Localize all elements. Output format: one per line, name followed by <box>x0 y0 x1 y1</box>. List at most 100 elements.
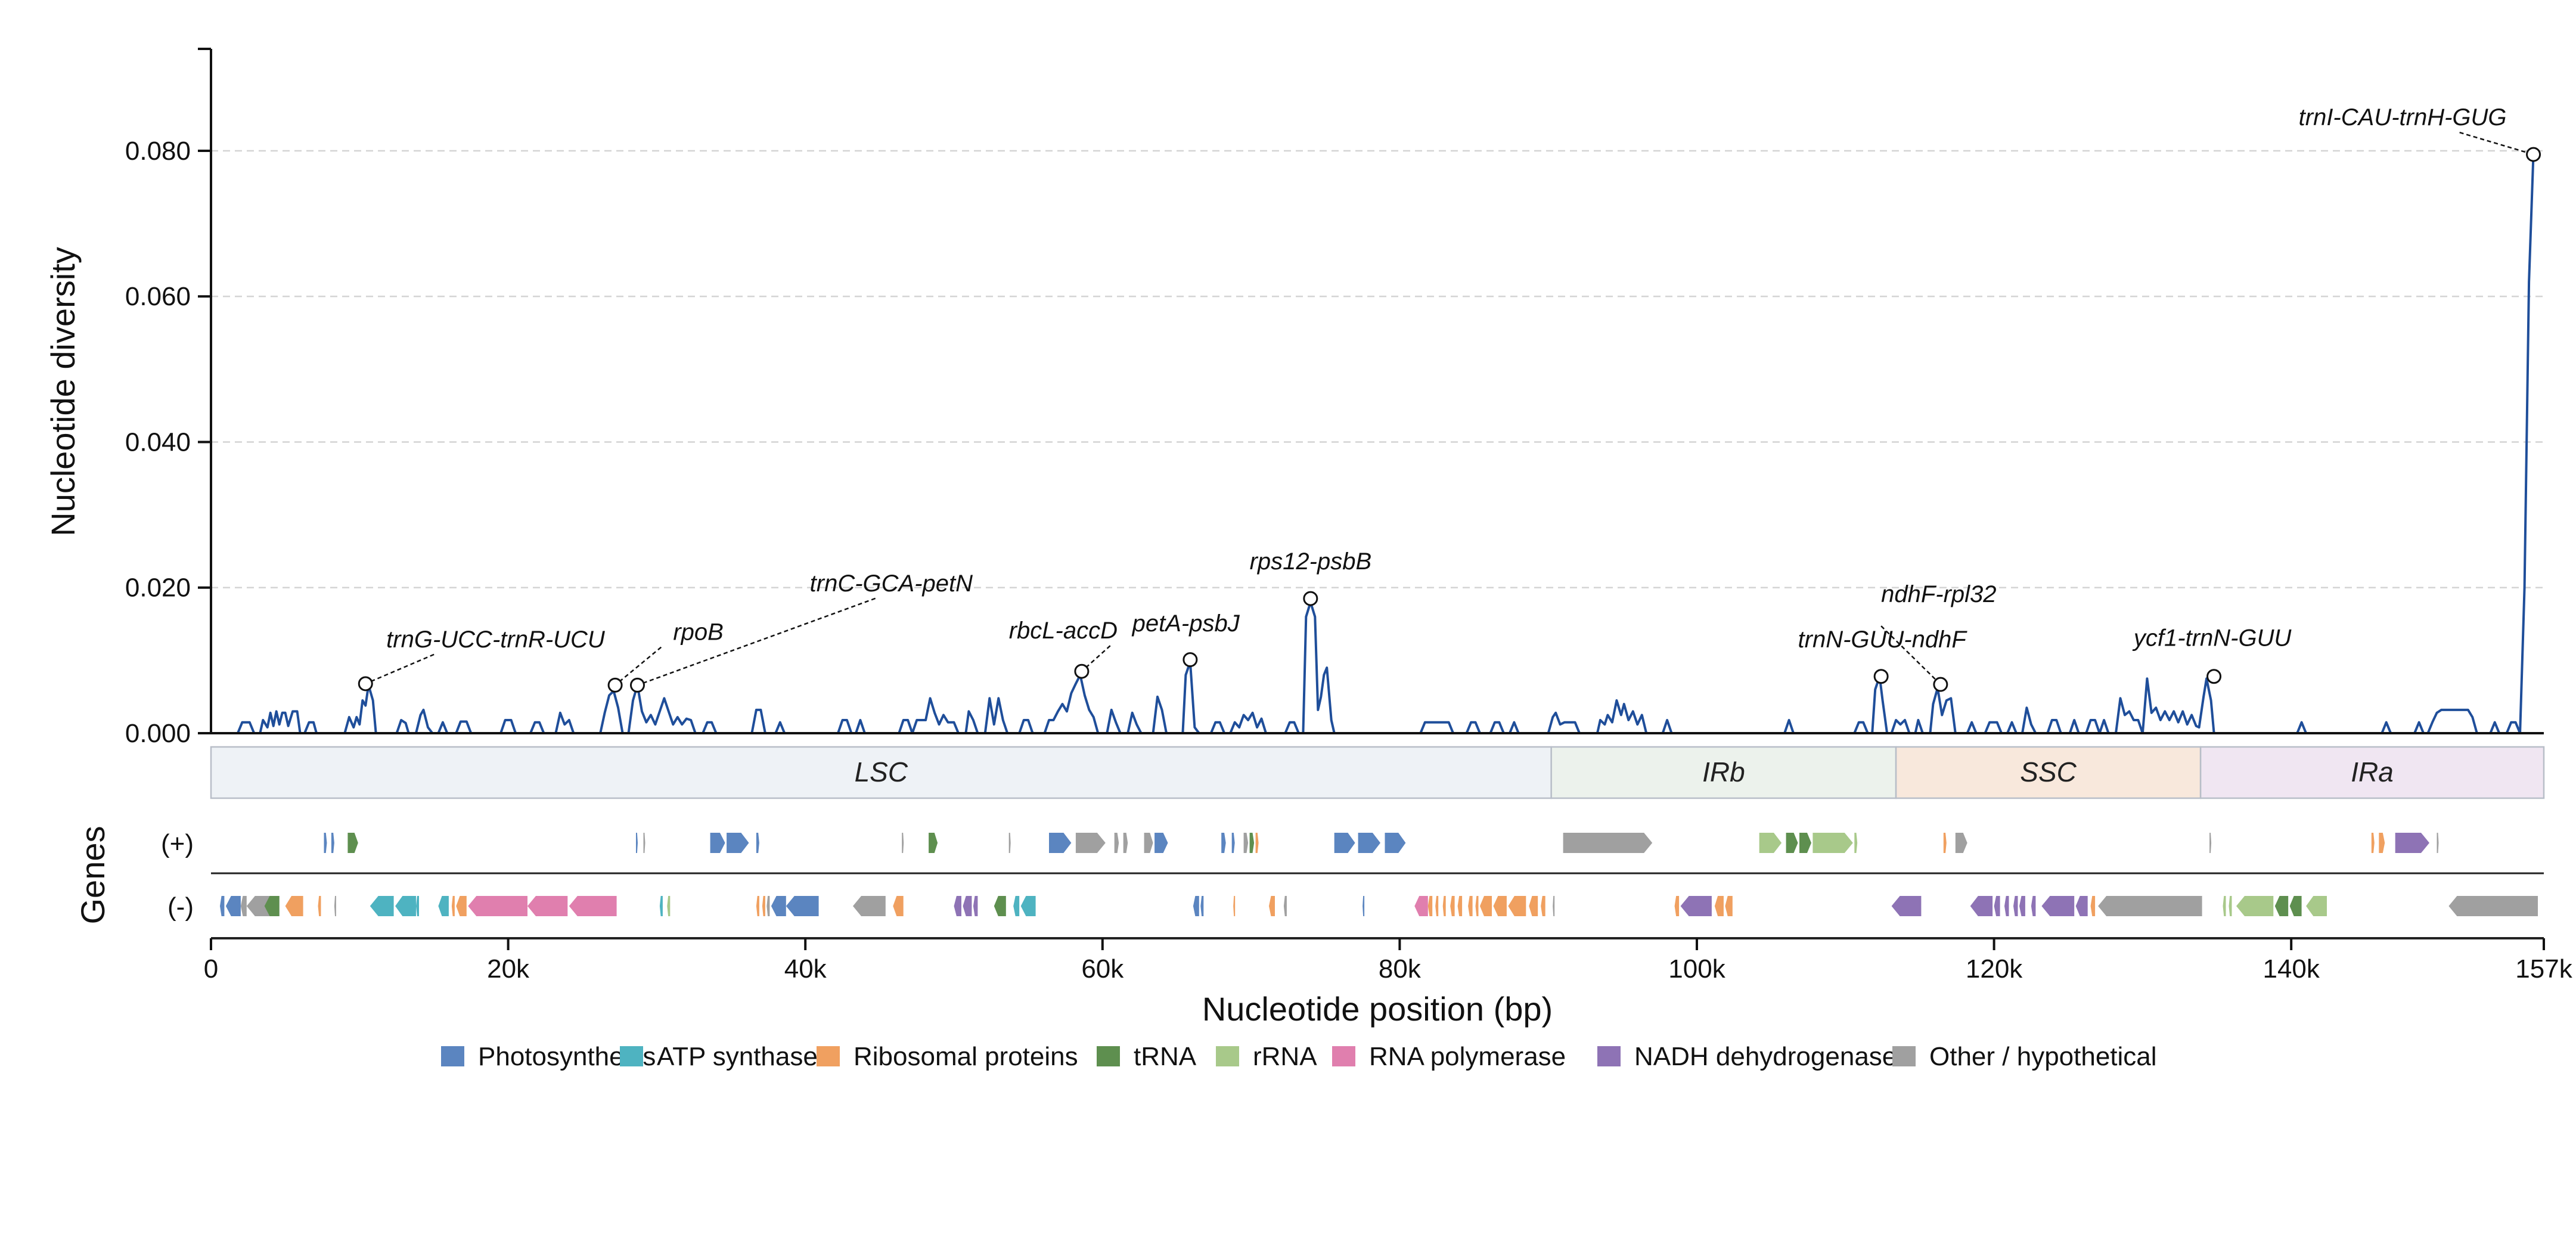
region-label: IRa <box>2351 756 2394 787</box>
gene-arrow <box>2031 896 2036 916</box>
gene-arrow <box>1233 896 1236 916</box>
legend-swatch <box>1597 1046 1621 1066</box>
gene-arrow <box>2090 896 2096 916</box>
gene-arrow <box>1020 896 1036 916</box>
annotation-leader <box>365 653 434 685</box>
gene-arrow <box>667 896 671 916</box>
x-tick-label: 40k <box>784 954 827 984</box>
gene-arrow <box>1475 896 1479 916</box>
gridlines <box>211 150 2544 588</box>
gene-arrow <box>2274 896 2289 916</box>
legend-label: Ribosomal proteins <box>854 1042 1078 1071</box>
gene-arrow <box>2041 896 2075 916</box>
gene-arrow <box>1854 833 1858 853</box>
gene-arrow <box>954 896 961 916</box>
y-axis-title: Nucleotide diversity <box>44 247 82 536</box>
gene-arrow <box>1231 833 1235 853</box>
gene-category-legend: Photosynthesis ATP synthase Ribosomal prot… <box>441 1042 2157 1071</box>
gene-arrow <box>1680 896 1712 916</box>
gene-arrow <box>1714 896 1724 916</box>
gene-arrow <box>1114 833 1119 853</box>
peak-label: rpoB <box>673 619 724 646</box>
legend-swatch <box>1892 1046 1916 1066</box>
gene-arrow <box>1786 833 1798 853</box>
gene-arrow <box>2306 896 2327 916</box>
legend-label: ATP synthase <box>657 1042 818 1071</box>
legend-swatch <box>817 1046 840 1066</box>
peak-marker <box>1303 591 1318 606</box>
gene-arrow <box>659 896 663 916</box>
gene-arrow <box>2395 833 2429 853</box>
gene-arrow <box>2371 833 2375 853</box>
peak-marker <box>2206 669 2222 684</box>
gene-arrow <box>1442 896 1446 916</box>
gene-arrow <box>786 896 819 916</box>
gene-arrow <box>762 896 765 916</box>
genome-region-bar: LSC IRb SSC IRa <box>210 746 2545 799</box>
legend-label: RNA polymerase <box>1369 1042 1566 1071</box>
genes-plus-strand <box>324 833 2439 853</box>
gene-arrow <box>285 896 303 916</box>
peak-label: trnG-UCC-trnR-UCU <box>386 626 606 653</box>
y-tick-label: 0.060 <box>125 282 191 311</box>
gene-arrow <box>1468 896 1473 916</box>
gene-arrow <box>569 896 617 916</box>
gene-arrow <box>1283 896 1287 916</box>
legend-swatch <box>1097 1046 1120 1066</box>
x-tick-label: 20k <box>487 954 530 984</box>
x-tick-label: 120k <box>1966 954 2023 984</box>
gene-arrow <box>468 896 527 916</box>
peak-annotations: trnG-UCC-trnR-UCU rpoB trnC-GCA-petN rbcL-a… <box>358 104 2541 693</box>
annotation-leader <box>2459 132 2534 156</box>
gene-arrow <box>710 833 725 853</box>
gene-arrow <box>771 896 786 916</box>
peak-label: ndhF-rpl32 <box>1881 581 1996 607</box>
gene-arrow <box>994 896 1006 916</box>
y-tick-label: 0.080 <box>125 137 191 166</box>
peak-label: ycf1-trnN-GUU <box>2132 625 2292 651</box>
gene-arrow <box>1799 833 1811 853</box>
peak-marker <box>607 677 623 693</box>
gene-arrow <box>1358 833 1380 853</box>
x-tick-label: 157k <box>2515 954 2572 984</box>
gene-arrow <box>1553 896 1555 916</box>
genes-axis-title: Genes <box>74 826 111 925</box>
gene-arrow <box>1759 833 1782 853</box>
peak-label: petA-psbJ <box>1132 610 1240 637</box>
gene-arrow <box>1674 896 1680 916</box>
gene-arrow <box>1529 896 1538 916</box>
gene-arrow <box>456 896 467 916</box>
x-axis-ticks: 0 20k 40k 60k 80k 100k 120k 140k 157k <box>204 938 2573 984</box>
gene-arrow <box>1385 833 1406 853</box>
gene-arrow <box>2289 896 2302 916</box>
gene-arrow <box>1891 896 1922 916</box>
peak-marker <box>1933 677 1948 692</box>
x-axis-title: Nucleotide position (bp) <box>1202 990 1553 1028</box>
region-ssc <box>1895 746 2202 799</box>
gene-arrow <box>370 896 394 916</box>
legend-label: Other / hypothetical <box>1929 1042 2157 1071</box>
gene-arrow <box>929 833 938 853</box>
annotation-leader <box>614 646 662 686</box>
gene-arrow <box>334 896 336 916</box>
gene-arrow <box>1255 833 1259 853</box>
gene-arrow <box>1363 896 1365 916</box>
gene-arrow <box>963 896 972 916</box>
gene-arrow <box>1508 896 1526 916</box>
region-label: SSC <box>2020 756 2077 787</box>
gene-arrow <box>1008 833 1011 853</box>
legend-label: NADH dehydrogenase <box>1634 1042 1897 1071</box>
peak-label: trnC-GCA-petN <box>810 570 973 597</box>
gene-arrow <box>1427 896 1433 916</box>
gene-arrow <box>2229 896 2232 916</box>
gene-arrow <box>636 833 638 853</box>
diversity-line-series <box>211 154 2535 734</box>
gene-arrow <box>902 833 904 853</box>
gene-arrow <box>1334 833 1355 853</box>
peak-label: trnN-GUU-ndhF <box>1798 626 1968 653</box>
gene-arrow <box>1200 896 1204 916</box>
legend-label: rRNA <box>1253 1042 1317 1071</box>
gene-arrow <box>1243 833 1249 853</box>
gene-arrow <box>1144 833 1153 853</box>
gene-arrow <box>2004 896 2009 916</box>
